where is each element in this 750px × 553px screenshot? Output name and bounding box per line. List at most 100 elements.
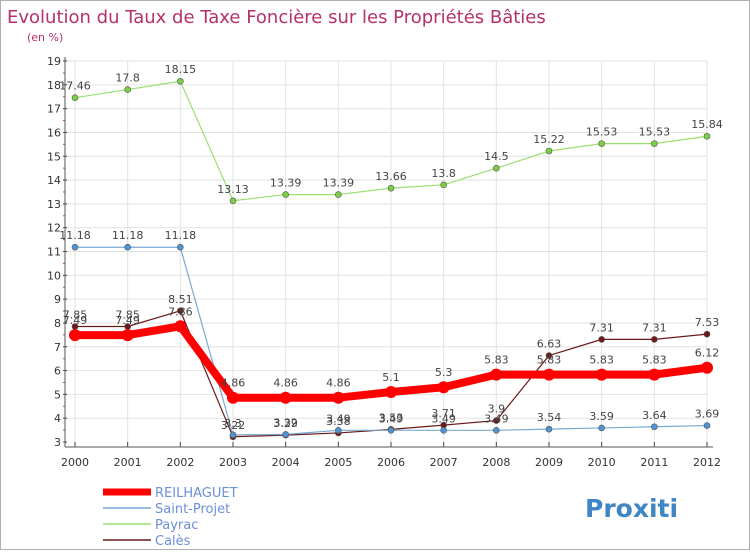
- data-point: [651, 423, 658, 431]
- data-label: 3.29: [273, 417, 298, 430]
- y-tick-label: 5: [54, 388, 61, 401]
- data-point: [69, 329, 81, 342]
- axes: 3 4 5 6 7 8 9 10 11 12 13 14 15 16 17 18 19 2000 2001 2002 2…: [47, 55, 721, 469]
- data-label: 7.49: [63, 314, 88, 327]
- x-tick-label: 2006: [377, 456, 405, 469]
- legend-label: Saint-Projet: [155, 502, 230, 517]
- y-tick-label: 11: [47, 246, 61, 259]
- data-label: 8.51: [168, 293, 193, 306]
- legend-label: Payrac: [155, 518, 198, 533]
- data-label: 7.31: [642, 321, 667, 334]
- data-point: [332, 391, 345, 404]
- data-label: 3.49: [484, 412, 509, 425]
- x-tick-label: 2012: [693, 456, 721, 469]
- data-label: 3.71: [431, 407, 456, 420]
- y-tick-label: 3: [54, 436, 61, 449]
- data-label: 3.54: [537, 411, 562, 424]
- data-point: [282, 431, 289, 438]
- data-label: 5.3: [435, 366, 453, 379]
- data-point: [493, 164, 500, 172]
- y-tick-label: 14: [47, 174, 61, 187]
- data-point: [493, 417, 500, 424]
- y-tick-label: 8: [54, 317, 61, 330]
- data-point: [648, 368, 661, 381]
- data-label: 5.83: [589, 354, 614, 367]
- y-tick-label: 6: [54, 365, 61, 378]
- data-point: [387, 427, 395, 434]
- data-label: 11.18: [59, 229, 91, 242]
- y-tick-label: 13: [47, 198, 61, 211]
- data-label: 6.63: [537, 338, 562, 351]
- data-label: 7.85: [63, 309, 88, 322]
- x-tick-label: 2011: [640, 456, 668, 469]
- data-point: [440, 181, 447, 189]
- data-label: 3.53: [379, 411, 404, 424]
- data-point: [598, 424, 605, 432]
- legend-label: REILHAGUET: [155, 486, 238, 501]
- y-tick-label: 18: [47, 79, 61, 92]
- data-label: 5.83: [642, 354, 667, 367]
- data-label: 7.53: [695, 316, 720, 329]
- data-label: 3.64: [642, 409, 667, 422]
- x-tick-label: 2007: [430, 456, 458, 469]
- data-point: [71, 243, 79, 251]
- data-point: [651, 140, 658, 147]
- legend-label: Calès: [155, 534, 191, 549]
- data-label: 4.86: [221, 377, 246, 390]
- data-point: [177, 77, 184, 85]
- chart-subtitle: (en %): [27, 31, 63, 44]
- data-label: 3.9: [488, 403, 506, 416]
- data-point: [545, 425, 553, 433]
- x-tick-label: 2010: [588, 456, 616, 469]
- data-labels: 7.85 7.85 8.51 3.22 3.29 3.38 3.53 3.71 3.9 6.63 7…: [59, 63, 723, 432]
- series-layer: [69, 77, 713, 441]
- data-label: 15.53: [586, 126, 618, 139]
- grid: [65, 60, 708, 442]
- x-tick-label: 2002: [166, 456, 194, 469]
- data-point: [598, 140, 605, 147]
- data-point: [335, 427, 342, 434]
- data-point: [595, 368, 608, 381]
- data-point: [437, 381, 450, 394]
- data-label: 18.15: [165, 63, 197, 76]
- data-point: [598, 336, 605, 343]
- x-tick-label: 2001: [114, 456, 142, 469]
- data-point: [229, 197, 237, 205]
- x-tick-label: 2000: [61, 456, 89, 469]
- data-label: 7.86: [168, 305, 193, 318]
- y-tick-label: 17: [47, 103, 61, 116]
- data-label: 5.83: [484, 354, 509, 367]
- data-point: [177, 243, 184, 251]
- data-label: 3.69: [695, 408, 720, 421]
- data-label: 14.5: [484, 150, 509, 163]
- data-point: [543, 368, 555, 381]
- x-tick-label: 2008: [482, 456, 510, 469]
- y-tick-label: 9: [54, 293, 61, 306]
- data-point: [703, 132, 711, 140]
- data-label: 15.53: [639, 126, 671, 139]
- data-point: [490, 368, 503, 381]
- data-point: [703, 422, 711, 429]
- data-label: 7.31: [589, 321, 614, 334]
- data-label: 13.39: [323, 177, 355, 190]
- data-point: [651, 336, 658, 343]
- data-point: [701, 361, 713, 374]
- data-label: 6.12: [695, 347, 720, 360]
- data-label: 13.8: [431, 167, 456, 180]
- data-label: 17.46: [59, 80, 91, 93]
- y-tick-label: 15: [47, 150, 61, 163]
- data-label: 5.83: [537, 354, 562, 367]
- data-label: 7.49: [115, 314, 140, 327]
- data-point: [177, 307, 184, 315]
- data-point: [703, 330, 711, 338]
- data-label: 17.8: [115, 72, 140, 85]
- data-point: [385, 385, 397, 398]
- x-tick-label: 2003: [219, 456, 247, 469]
- data-label: 3.38: [326, 415, 351, 428]
- data-label: 13.66: [375, 170, 407, 183]
- data-label: 3.59: [589, 410, 614, 423]
- brand-text: Proxiti: [585, 494, 678, 523]
- data-point: [545, 352, 553, 359]
